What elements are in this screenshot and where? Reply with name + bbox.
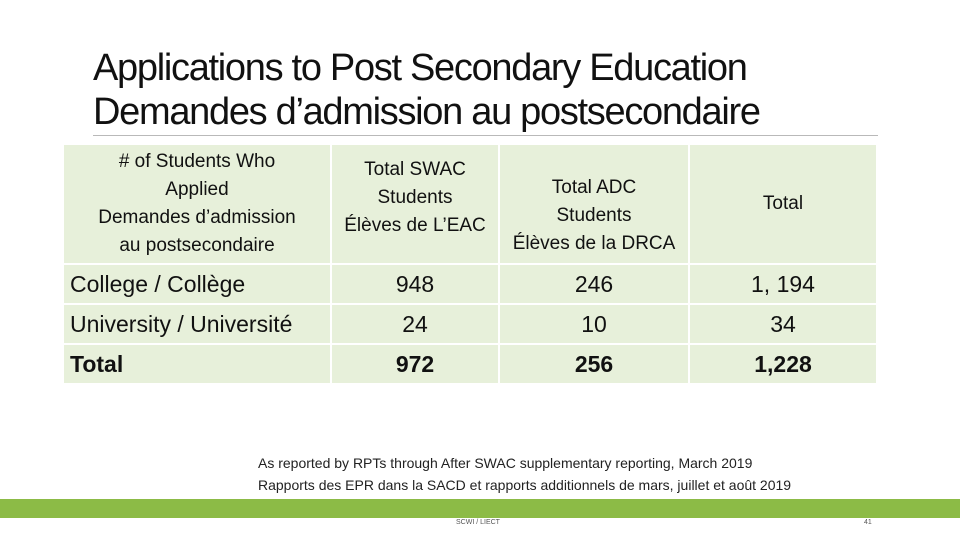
header-text: # of Students Who	[118, 151, 276, 172]
cell-adc: 10	[500, 305, 688, 343]
header-text: Demandes d’admission	[98, 207, 296, 228]
row-label: Total	[64, 345, 330, 383]
table-row-college: College / Collège 948 246 1, 194	[64, 265, 876, 303]
header-total-swac: Total SWAC Students Élèves de L’EAC	[332, 145, 498, 263]
header-total: Total	[690, 145, 876, 263]
row-label: College / Collège	[64, 265, 330, 303]
footer-bar	[0, 518, 960, 540]
source-note-french: Rapports des EPR dans la SACD et rapport…	[258, 477, 792, 493]
source-note-english: As reported by RPTs through After SWAC s…	[258, 455, 753, 471]
cell-adc: 256	[500, 345, 688, 383]
header-total-adc: Total ADC Students Élèves de la DRCA	[500, 145, 688, 263]
footer-label: SCWI / LIECT	[456, 519, 500, 526]
header-text: Total ADC	[551, 177, 637, 198]
cell-swac: 972	[332, 345, 498, 383]
footer-green-band	[0, 499, 960, 518]
page-number: 41	[864, 519, 872, 526]
table-row-university: University / Université 24 10 34	[64, 305, 876, 343]
table-header-row: # of Students Who Applied Demandes d’adm…	[64, 145, 876, 263]
header-text: Students	[556, 205, 632, 226]
header-students-applied: # of Students Who Applied Demandes d’adm…	[64, 145, 330, 263]
header-text: Total SWAC	[364, 159, 466, 180]
table-row-total: Total 972 256 1,228	[64, 345, 876, 383]
title-line-french: Demandes d’admission au postsecondaire	[93, 91, 761, 133]
title-divider	[93, 135, 878, 136]
header-text: au postsecondaire	[119, 235, 275, 256]
header-text: Élèves de L’EAC	[344, 215, 486, 236]
cell-swac: 24	[332, 305, 498, 343]
row-label: University / Université	[64, 305, 330, 343]
cell-total: 1,228	[690, 345, 876, 383]
cell-total: 1, 194	[690, 265, 876, 303]
slide-title: Applications to Post Secondary Education…	[93, 46, 893, 134]
cell-total: 34	[690, 305, 876, 343]
header-text: Applied	[165, 179, 229, 200]
header-text: Élèves de la DRCA	[512, 233, 676, 254]
source-note: As reported by RPTs through After SWAC s…	[258, 452, 791, 496]
header-text: Total	[762, 193, 804, 214]
cell-swac: 948	[332, 265, 498, 303]
header-text: Students	[377, 187, 453, 208]
cell-adc: 246	[500, 265, 688, 303]
applications-table: # of Students Who Applied Demandes d’adm…	[62, 143, 878, 385]
title-line-english: Applications to Post Secondary Education	[93, 47, 748, 89]
